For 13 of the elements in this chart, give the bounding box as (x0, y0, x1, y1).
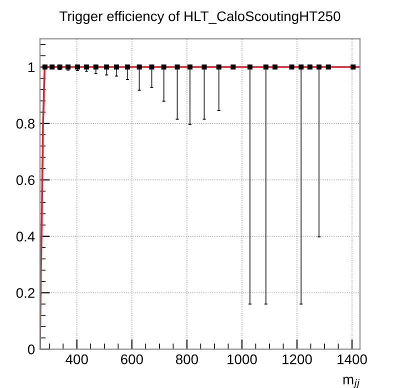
x-tick-label: 1000 (228, 354, 257, 364)
x-tick-label: 400 (66, 354, 88, 364)
y-tick-label: 0.2 (16, 288, 34, 298)
x-tick-label: 800 (176, 354, 198, 364)
y-tick-label: 0.8 (16, 118, 35, 129)
chart-title: Trigger efficiency of HLT_CaloScoutingHT250 (60, 10, 340, 24)
y-tick-label: 0 (28, 344, 35, 354)
y-tick-label: 0.6 (16, 175, 35, 186)
x-tick-label: 1200 (282, 354, 312, 364)
x-tick-label: 1400 (338, 354, 367, 364)
y-tick-label: 1 (28, 62, 34, 72)
x-tick-label: 600 (121, 354, 143, 364)
y-tick-label: 0.4 (16, 232, 35, 242)
